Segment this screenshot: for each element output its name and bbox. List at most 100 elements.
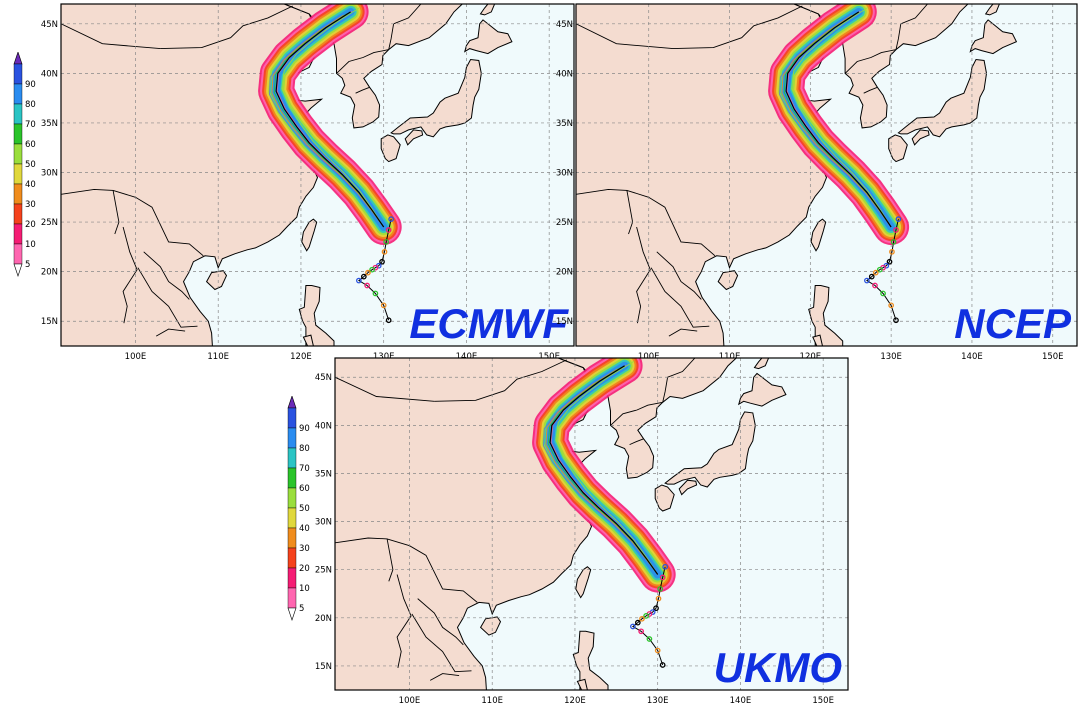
border-line	[672, 5, 803, 50]
colorbar-segment	[287, 467, 297, 489]
colorbar-segment	[287, 547, 297, 569]
border-line	[417, 598, 464, 646]
colorbar-segment	[13, 103, 23, 125]
observed-position-marker	[880, 290, 886, 297]
border-line	[335, 537, 394, 582]
map-ukmo: 100E 110E 120E 130E 140E 150E 15N 20N 25N 30N 35N 4…	[315, 357, 849, 704]
lat-tick-label: 35N	[556, 119, 573, 129]
ensemble-track	[281, 7, 385, 228]
colorbar-label: 5	[25, 260, 30, 270]
lon-tick-label: 150E	[812, 696, 834, 704]
border-line	[626, 189, 716, 257]
model-label: UKMO	[714, 644, 842, 691]
lat-tick-label: 25N	[556, 218, 573, 228]
ensemble-track	[781, 14, 892, 228]
colorbar-label: 60	[299, 484, 310, 494]
lon-tick-label: 150E	[538, 352, 560, 362]
model-label: NCEP	[954, 300, 1072, 347]
colorbar-label: 50	[299, 504, 310, 514]
observed-track	[358, 218, 392, 321]
colorbar-segment	[287, 427, 297, 449]
colorbar-label: 5	[299, 604, 304, 614]
ensemble-track	[779, 16, 892, 228]
landmass	[654, 484, 675, 512]
observed-position-marker	[659, 662, 666, 668]
lat-tick-label: 15N	[556, 317, 573, 327]
ensemble-track	[268, 16, 385, 228]
colorbar-label: 50	[25, 160, 36, 170]
observed-position-marker	[888, 302, 894, 309]
colorbar-label: 40	[299, 524, 310, 534]
colorbar-segment	[13, 243, 23, 265]
landmass	[205, 270, 228, 291]
ensemble-track	[271, 14, 385, 228]
landmass	[479, 616, 502, 636]
landmass	[298, 285, 335, 346]
border-line	[61, 188, 120, 235]
lat-tick-label: 30N	[315, 518, 332, 528]
observed-position-marker	[868, 273, 875, 280]
landmass	[808, 285, 844, 346]
lat-tick-label: 15N	[315, 662, 332, 672]
landmass	[678, 479, 698, 496]
observed-position-marker	[643, 613, 649, 619]
colorbar-top: 5 10 20 30 40 50 60 70 80 90	[4, 51, 44, 302]
border-line	[122, 226, 138, 324]
landmass	[737, 372, 787, 407]
landmass	[479, 4, 496, 16]
colorbar-max-triangle	[287, 395, 297, 409]
lon-tick-label: 100E	[638, 352, 660, 362]
observed-position-marker	[364, 282, 370, 289]
lon-tick-label: 100E	[125, 352, 147, 362]
map-content	[335, 358, 848, 690]
border-line	[610, 401, 663, 426]
observed-position-marker	[876, 266, 883, 273]
colorbar-segment	[287, 567, 297, 589]
lat-tick-label: 15N	[41, 317, 58, 327]
landmass	[753, 358, 770, 370]
landmass	[984, 4, 1000, 16]
observed-position-marker	[383, 239, 390, 245]
observed-position-marker	[890, 239, 897, 245]
border-line	[143, 251, 190, 300]
colorbar-label: 80	[299, 444, 310, 454]
map-frame	[60, 3, 575, 347]
border-line	[429, 673, 460, 681]
lon-tick-label: 150E	[1042, 352, 1064, 362]
observed-position-marker	[872, 269, 879, 276]
lat-tick-label: 35N	[315, 469, 332, 479]
border-line	[411, 613, 472, 673]
colorbar-segment	[287, 447, 297, 469]
observed-position-marker	[864, 277, 870, 284]
observed-position-marker	[646, 636, 653, 642]
border-line	[386, 538, 478, 603]
observed-position-marker	[369, 266, 375, 273]
observed-position-marker	[630, 623, 636, 630]
landmass	[897, 58, 988, 138]
landmass	[380, 134, 401, 163]
lat-tick-label: 40N	[556, 69, 573, 79]
lon-tick-label: 130E	[880, 352, 902, 362]
border-line	[335, 376, 435, 402]
landmass	[301, 218, 318, 252]
observed-position-marker	[657, 586, 664, 592]
colorbar-label: 20	[25, 220, 36, 230]
lat-tick-label: 45N	[315, 373, 332, 383]
colorbar-segment	[13, 63, 23, 85]
observed-position-marker	[379, 258, 385, 265]
map-content	[576, 4, 1077, 346]
lat-tick-label: 25N	[315, 566, 332, 576]
landmass	[969, 19, 1018, 55]
observed-position-marker	[872, 282, 878, 289]
observed-track	[866, 218, 899, 321]
observed-position-marker	[360, 273, 367, 280]
observed-position-marker	[889, 248, 895, 255]
lat-tick-label: 20N	[556, 268, 573, 278]
colorbar-label: 70	[299, 464, 310, 474]
colorbar-label: 80	[25, 100, 36, 110]
colorbar-segment	[13, 123, 23, 145]
landmass	[390, 58, 482, 138]
colorbar-segment	[287, 527, 297, 549]
colorbar-label: 90	[25, 80, 36, 90]
landmass	[404, 129, 424, 146]
